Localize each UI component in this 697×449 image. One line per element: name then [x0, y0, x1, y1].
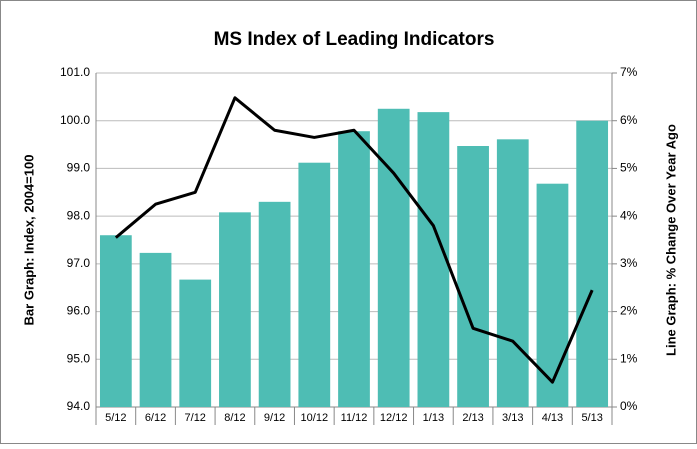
- y-tick-label: 95.0: [67, 351, 91, 365]
- x-tick-label: 1/13: [423, 412, 444, 424]
- bar: [496, 139, 529, 407]
- bar: [536, 183, 569, 407]
- bar: [338, 131, 370, 407]
- y-tick-label: 101.0: [60, 65, 90, 79]
- y2-tick-label: 7%: [620, 65, 638, 79]
- y2-tick-label: 1%: [620, 351, 638, 365]
- x-tick-label: 7/12: [185, 412, 206, 424]
- y2-tick-label: 4%: [620, 208, 638, 222]
- bar: [457, 146, 489, 407]
- y2-tick-label: 6%: [620, 113, 638, 127]
- y-tick-label: 97.0: [67, 256, 91, 270]
- x-tick-label: 5/12: [105, 412, 126, 424]
- x-tick-label: 2/13: [462, 412, 483, 424]
- line: [114, 96, 594, 384]
- bar: [417, 112, 450, 407]
- y2-axis-label: Line Graph: % Change Over Year Ago: [663, 124, 678, 356]
- y-tick-label: 94.0: [67, 399, 91, 413]
- y-tick-label: 96.0: [67, 304, 91, 318]
- y-tick-label: 98.0: [67, 208, 91, 222]
- x-tick-label: 8/12: [224, 412, 245, 424]
- x-tick-label: 6/12: [145, 412, 166, 424]
- y2-tick-label: 0%: [620, 399, 638, 413]
- y-tick-label: 99.0: [67, 161, 91, 175]
- y-axis-label: Bar Graph: Index, 2004=100: [21, 155, 36, 326]
- x-tick-label: 4/13: [542, 412, 563, 424]
- x-tick-label: 12/12: [380, 412, 408, 424]
- y2-tick-label: 5%: [620, 161, 638, 175]
- bar: [139, 252, 172, 407]
- chart-title: MS Index of Leading Indicators: [214, 29, 495, 50]
- bar: [377, 108, 410, 408]
- x-tick-label: 9/12: [264, 412, 285, 424]
- bar: [179, 279, 212, 407]
- bar: [258, 201, 291, 407]
- x-tick-label: 11/12: [341, 412, 368, 424]
- bar: [576, 120, 609, 407]
- y-tick-label: 100.0: [60, 113, 90, 127]
- y2-tick-label: 3%: [620, 256, 638, 270]
- x-tick-label: 3/13: [502, 412, 523, 424]
- x-tick-label: 5/13: [581, 412, 602, 424]
- bar: [298, 162, 331, 407]
- x-tick-label: 10/12: [301, 412, 329, 424]
- y2-tick-label: 2%: [620, 304, 638, 318]
- bar: [99, 235, 132, 407]
- bar: [219, 212, 251, 407]
